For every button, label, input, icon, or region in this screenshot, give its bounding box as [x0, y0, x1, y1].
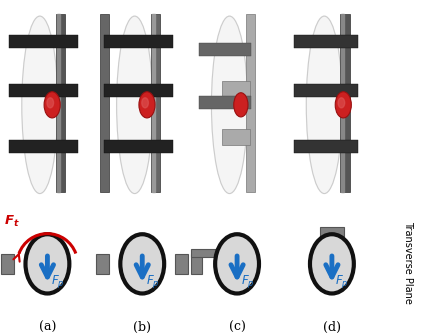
Bar [10, 140, 78, 153]
Text: Transverse Plane: Transverse Plane [403, 221, 412, 303]
Bar [104, 84, 173, 97]
Ellipse shape [44, 92, 60, 118]
Bar [99, 14, 109, 192]
Text: (c): (c) [228, 321, 245, 334]
Bar [341, 14, 350, 192]
Text: $\bfit{F_t}$: $\bfit{F_t}$ [3, 214, 20, 229]
Bar [56, 14, 65, 192]
Text: (a): (a) [39, 321, 56, 334]
Ellipse shape [211, 16, 248, 194]
Bar [151, 14, 160, 192]
Bar [191, 249, 218, 257]
Text: $F_p$: $F_p$ [241, 273, 254, 290]
Ellipse shape [142, 98, 148, 108]
Ellipse shape [120, 234, 164, 293]
Bar [294, 140, 358, 153]
Bar [10, 84, 78, 97]
Ellipse shape [25, 234, 69, 293]
Ellipse shape [215, 234, 259, 293]
Text: $F_p$: $F_p$ [335, 273, 349, 290]
Ellipse shape [117, 16, 153, 194]
Bar [175, 254, 188, 274]
Bar [294, 84, 358, 97]
Bar [199, 96, 251, 109]
Bar [104, 140, 173, 153]
Text: (d): (d) [323, 321, 341, 334]
Ellipse shape [335, 92, 351, 118]
Bar [1, 254, 14, 274]
Bar [320, 227, 344, 239]
Bar [10, 35, 78, 48]
Bar [222, 81, 250, 97]
Ellipse shape [338, 98, 345, 108]
Text: $F_p$: $F_p$ [51, 273, 65, 290]
Ellipse shape [22, 16, 58, 194]
Ellipse shape [307, 16, 342, 194]
Bar [191, 254, 201, 274]
Bar [199, 43, 251, 56]
Bar [152, 14, 155, 192]
Ellipse shape [139, 92, 155, 118]
Ellipse shape [234, 93, 248, 117]
Bar [294, 35, 358, 48]
Bar [222, 129, 250, 145]
Ellipse shape [310, 234, 354, 293]
Bar [96, 254, 109, 274]
Bar [57, 14, 60, 192]
Ellipse shape [47, 98, 54, 108]
Text: $F_p$: $F_p$ [146, 273, 160, 290]
Text: (b): (b) [133, 321, 151, 334]
Bar [341, 14, 344, 192]
Bar [245, 14, 255, 192]
Bar [104, 35, 173, 48]
